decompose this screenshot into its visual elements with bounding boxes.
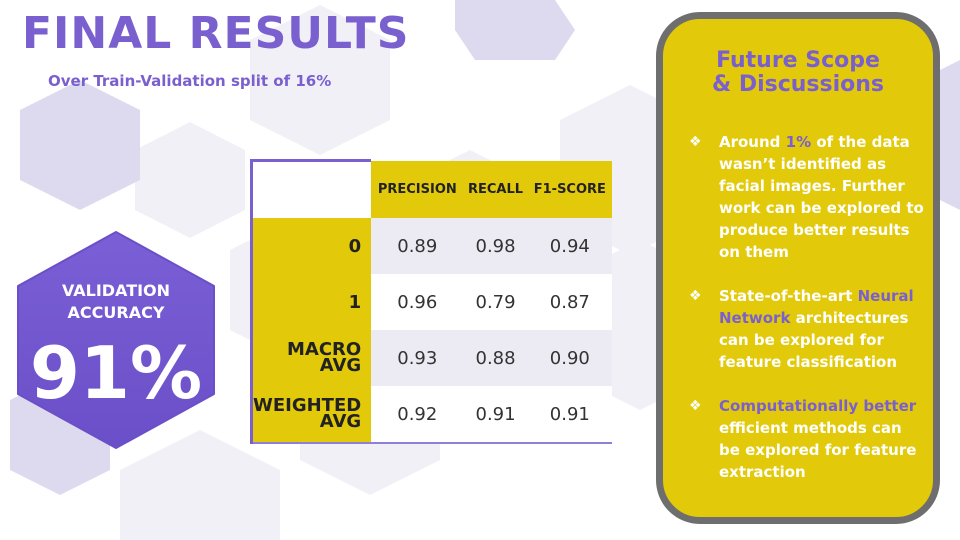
slide-subtitle: Over Train-Validation split of 16%: [48, 72, 332, 90]
table-row: 1 0.96 0.79 0.87: [250, 274, 612, 330]
cell-macro-avg-precision: 0.93: [371, 330, 464, 386]
list-item: ❖ State-of-the-art Neural Network archit…: [685, 285, 925, 373]
table-row: 0 0.89 0.98 0.94: [250, 218, 612, 274]
bullet-highlight: Neural Network: [719, 287, 914, 327]
classification-report-table: PRECISION RECALL F1-SCORE 0 0.89 0.98 0.…: [250, 159, 612, 444]
bullet-highlight: 1%: [785, 133, 812, 151]
panel-title-line1: Future Scope: [716, 48, 880, 73]
cell-weighted-avg-precision: 0.92: [371, 386, 464, 444]
hexagon-shape: [17, 231, 215, 449]
cell-weighted-avg-recall: 0.91: [463, 386, 528, 444]
future-scope-panel: Future Scope & Discussions ❖ Around 1% o…: [656, 12, 940, 524]
cell-macro-avg-f1-score: 0.90: [527, 330, 612, 386]
slide-title: FINAL RESULTS: [22, 8, 410, 59]
diamond-bullet-icon: ❖: [689, 134, 702, 150]
column-header-precision: PRECISION: [371, 160, 464, 218]
row-label-macro-line2: AVG: [319, 355, 362, 376]
diamond-bullet-icon: ❖: [689, 288, 702, 304]
bullet-highlight: Computationally better: [719, 397, 917, 415]
row-label-class-1: 1: [250, 274, 372, 330]
badge-label-line1: VALIDATION: [61, 281, 171, 300]
validation-accuracy-badge: VALIDATION ACCURACY 91%: [6, 230, 226, 450]
table-corner-cell: [250, 159, 372, 218]
row-label-class-0: 0: [250, 218, 372, 274]
bullet-text-post: of the data wasn’t identified as facial …: [719, 133, 924, 261]
bullet-text-post: efficient methods can be explored for fe…: [719, 419, 917, 481]
cell-class-0-precision: 0.89: [371, 218, 464, 274]
validation-accuracy-value: 91%: [29, 331, 203, 415]
panel-title-line2: & Discussions: [711, 72, 885, 97]
row-label-weighted-line2: AVG: [319, 411, 362, 432]
list-item: ❖ Computationally better efficient metho…: [685, 395, 925, 483]
cell-class-0-recall: 0.98: [463, 218, 528, 274]
bullet-text-pre: State-of-the-art: [719, 287, 858, 305]
badge-label-line2: ACCURACY: [67, 303, 165, 322]
list-item: ❖ Around 1% of the data wasn’t identifie…: [685, 131, 925, 263]
diamond-bullet-icon: ❖: [689, 398, 702, 414]
cell-class-1-recall: 0.79: [463, 274, 528, 330]
table-row: WEIGHTED AVG 0.92 0.91 0.91: [250, 386, 612, 444]
cell-weighted-avg-f1-score: 0.91: [527, 386, 612, 444]
validation-accuracy-label: VALIDATION ACCURACY: [6, 280, 226, 324]
bullet-text-pre: Around: [719, 133, 786, 151]
bullet-text-post: architectures can be explored for featur…: [719, 309, 909, 371]
panel-title: Future Scope & Discussions: [663, 49, 933, 97]
row-label-macro-line1: MACRO: [286, 339, 362, 360]
row-label-weighted-avg: WEIGHTED AVG: [250, 386, 372, 444]
table-header-row: PRECISION RECALL F1-SCORE: [250, 159, 612, 218]
bullet-list: ❖ Around 1% of the data wasn’t identifie…: [685, 131, 925, 505]
cell-macro-avg-recall: 0.88: [463, 330, 528, 386]
column-header-f1-score: F1-SCORE: [527, 160, 612, 218]
cell-class-1-precision: 0.96: [371, 274, 464, 330]
cell-class-0-f1-score: 0.94: [527, 218, 612, 274]
table-row: MACRO AVG 0.93 0.88 0.90: [250, 330, 612, 386]
row-label-macro-avg: MACRO AVG: [250, 330, 372, 386]
cell-class-1-f1-score: 0.87: [527, 274, 612, 330]
column-header-recall: RECALL: [463, 160, 528, 218]
row-label-weighted-line1: WEIGHTED: [253, 395, 362, 416]
